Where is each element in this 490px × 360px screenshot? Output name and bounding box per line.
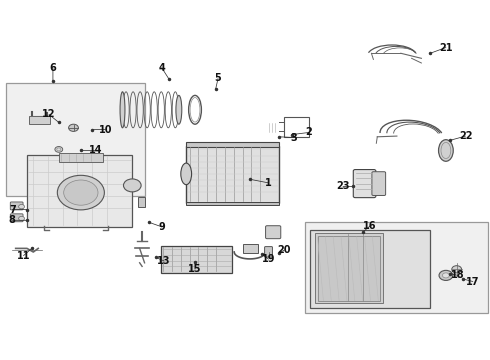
Ellipse shape [176,95,182,124]
Text: 13: 13 [157,256,171,266]
Text: 17: 17 [466,276,480,287]
FancyBboxPatch shape [353,170,376,198]
Text: 8: 8 [9,215,16,225]
Circle shape [439,270,453,280]
FancyBboxPatch shape [265,247,272,257]
Text: 5: 5 [215,73,221,84]
Circle shape [19,204,25,209]
Text: 18: 18 [451,270,465,280]
Text: 22: 22 [459,131,472,141]
Ellipse shape [439,140,453,161]
Text: 11: 11 [17,251,30,261]
Circle shape [69,124,78,131]
Circle shape [123,179,141,192]
Text: 19: 19 [262,254,275,264]
Bar [6,83,145,196]
Circle shape [64,180,98,205]
Text: 2: 2 [305,127,312,138]
Text: 23: 23 [336,181,350,192]
Text: 7: 7 [9,204,16,215]
Bar [310,230,430,308]
Text: 6: 6 [49,63,56,73]
Circle shape [19,216,25,221]
Text: 21: 21 [439,42,453,53]
Text: 1: 1 [265,178,272,188]
Bar [186,202,279,205]
Text: 15: 15 [188,264,202,274]
Bar [318,236,380,301]
Bar [161,246,232,273]
Bar [186,146,279,203]
Bar [305,222,488,313]
Bar [315,233,383,303]
Text: 9: 9 [158,222,165,232]
Text: 14: 14 [89,145,102,156]
Ellipse shape [181,163,192,185]
Bar [59,153,103,162]
FancyBboxPatch shape [10,214,23,222]
Text: 4: 4 [158,63,165,73]
Circle shape [57,148,61,151]
Bar [284,117,309,137]
Circle shape [442,273,449,278]
Text: 10: 10 [98,125,112,135]
Text: 12: 12 [42,109,56,120]
Bar [138,197,145,207]
Ellipse shape [120,92,125,128]
Circle shape [55,147,63,152]
Bar [186,142,279,147]
Text: 3: 3 [291,132,297,143]
Text: 20: 20 [277,245,291,255]
Bar [243,244,258,253]
FancyBboxPatch shape [372,172,386,195]
Bar [27,155,132,227]
FancyBboxPatch shape [10,202,23,210]
Bar [29,116,50,124]
Circle shape [57,175,104,210]
Text: 16: 16 [363,221,377,231]
Circle shape [452,266,462,273]
FancyBboxPatch shape [266,226,281,239]
